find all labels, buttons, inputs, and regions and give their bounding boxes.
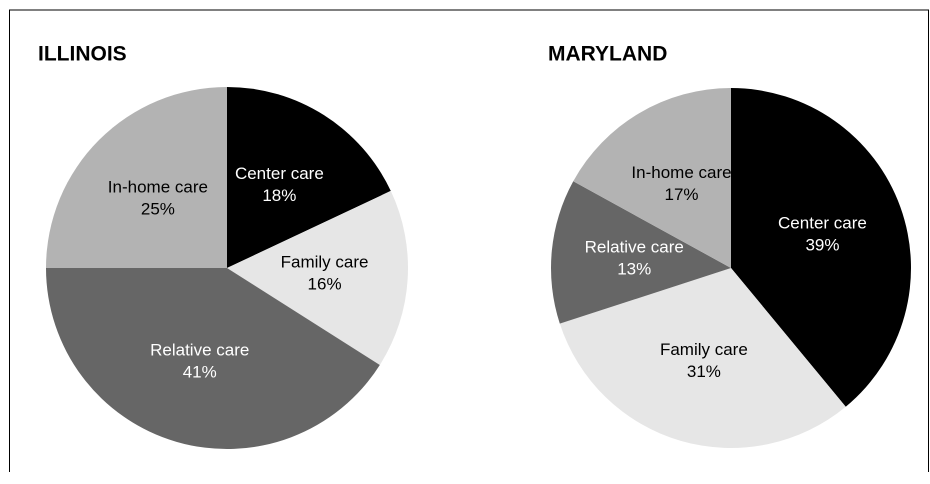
- slice-label: Center care: [235, 164, 324, 183]
- chart-title: MARYLAND: [548, 43, 667, 66]
- slice-label: In-home care: [631, 163, 731, 182]
- slice-label: Relative care: [150, 340, 249, 359]
- pie-slice: [559, 268, 846, 449]
- slice-value: 17%: [665, 185, 699, 204]
- slice-value: 13%: [617, 259, 651, 278]
- slice-label: Relative care: [585, 237, 684, 256]
- slice-value: 41%: [183, 362, 217, 381]
- slice-value: 18%: [262, 186, 296, 205]
- pie-slice: [227, 87, 391, 268]
- pie-slice: [573, 88, 731, 268]
- slice-value: 16%: [308, 275, 342, 294]
- pie-slice: [227, 190, 408, 365]
- pie-slice: [550, 181, 731, 324]
- pie-slice: [731, 88, 911, 407]
- slice-label: Center care: [778, 214, 867, 233]
- slice-value: 25%: [141, 199, 175, 218]
- chart-title: ILLINOIS: [38, 43, 127, 66]
- pie-slice: [46, 268, 380, 449]
- pie-slice: [46, 87, 227, 268]
- slice-value: 39%: [805, 236, 839, 255]
- slice-label: Family care: [660, 340, 748, 359]
- slice-label: In-home care: [108, 177, 208, 196]
- slice-label: Family care: [281, 253, 369, 272]
- slice-value: 31%: [687, 362, 721, 381]
